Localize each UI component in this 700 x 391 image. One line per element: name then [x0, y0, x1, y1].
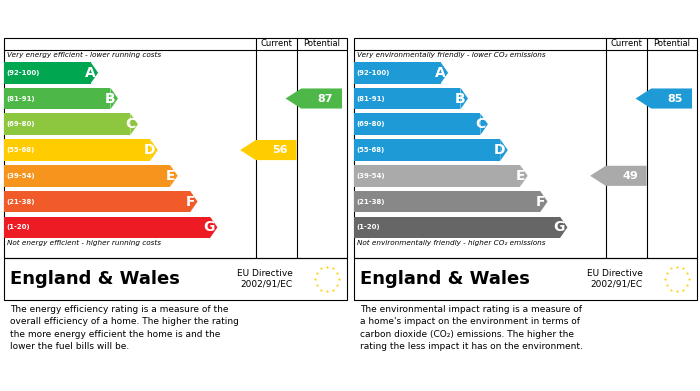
Polygon shape: [440, 62, 448, 84]
Bar: [4, 62, 90, 84]
Polygon shape: [286, 88, 342, 109]
Text: A: A: [435, 66, 445, 80]
Text: (1-20): (1-20): [6, 224, 29, 230]
Polygon shape: [90, 62, 98, 84]
Bar: [354, 113, 480, 135]
Text: Current: Current: [260, 39, 292, 48]
Text: Not environmentally friendly - higher CO₂ emissions: Not environmentally friendly - higher CO…: [357, 240, 545, 246]
Bar: [354, 217, 560, 238]
Polygon shape: [590, 166, 647, 186]
Text: EU Directive
2002/91/EC: EU Directive 2002/91/EC: [237, 269, 293, 289]
Text: Energy Efficiency Rating: Energy Efficiency Rating: [8, 14, 192, 27]
Text: Potential: Potential: [303, 39, 340, 48]
Text: E: E: [515, 169, 525, 183]
Text: (92-100): (92-100): [6, 70, 39, 76]
Text: (81-91): (81-91): [356, 95, 384, 102]
Bar: [354, 62, 440, 84]
Text: 85: 85: [668, 93, 683, 104]
Text: A: A: [85, 66, 95, 80]
Polygon shape: [130, 113, 138, 135]
Text: The energy efficiency rating is a measure of the
overall efficiency of a home. T: The energy efficiency rating is a measur…: [10, 305, 239, 351]
Polygon shape: [500, 139, 508, 161]
Bar: [354, 88, 461, 109]
Bar: [354, 191, 540, 212]
Polygon shape: [560, 217, 568, 238]
Text: England & Wales: England & Wales: [10, 270, 180, 288]
Bar: [4, 217, 210, 238]
Text: (55-68): (55-68): [6, 147, 34, 153]
Text: D: D: [494, 143, 505, 157]
Polygon shape: [636, 88, 692, 109]
Text: B: B: [454, 91, 466, 106]
Text: Current: Current: [610, 39, 642, 48]
Text: C: C: [125, 117, 135, 131]
Text: F: F: [186, 195, 195, 208]
Text: Very environmentally friendly - lower CO₂ emissions: Very environmentally friendly - lower CO…: [357, 52, 545, 58]
Polygon shape: [190, 191, 197, 212]
Text: (92-100): (92-100): [356, 70, 389, 76]
Text: F: F: [536, 195, 545, 208]
Text: E: E: [165, 169, 175, 183]
Text: (69-80): (69-80): [356, 121, 384, 127]
Bar: [354, 165, 520, 187]
Text: (69-80): (69-80): [6, 121, 34, 127]
Polygon shape: [520, 165, 528, 187]
Text: Very energy efficient - lower running costs: Very energy efficient - lower running co…: [7, 52, 161, 58]
Bar: [4, 113, 130, 135]
Polygon shape: [170, 165, 178, 187]
Text: (39-54): (39-54): [6, 173, 34, 179]
Text: 87: 87: [318, 93, 333, 104]
Polygon shape: [240, 140, 297, 160]
Text: (1-20): (1-20): [356, 224, 379, 230]
Text: D: D: [144, 143, 155, 157]
Polygon shape: [540, 191, 547, 212]
Text: (39-54): (39-54): [356, 173, 384, 179]
Bar: [354, 139, 500, 161]
Text: (21-38): (21-38): [356, 199, 384, 204]
Text: Potential: Potential: [653, 39, 690, 48]
Polygon shape: [210, 217, 218, 238]
Text: (55-68): (55-68): [356, 147, 384, 153]
Polygon shape: [461, 88, 468, 109]
Text: Not energy efficient - higher running costs: Not energy efficient - higher running co…: [7, 240, 161, 246]
Text: (81-91): (81-91): [6, 95, 34, 102]
Polygon shape: [480, 113, 488, 135]
Bar: [4, 165, 170, 187]
Text: (21-38): (21-38): [6, 199, 34, 204]
Bar: [4, 139, 150, 161]
Bar: [4, 88, 111, 109]
Text: 56: 56: [272, 145, 288, 155]
Polygon shape: [150, 139, 158, 161]
Text: 49: 49: [622, 171, 638, 181]
Text: England & Wales: England & Wales: [360, 270, 530, 288]
Text: C: C: [475, 117, 485, 131]
Polygon shape: [111, 88, 118, 109]
Text: G: G: [553, 221, 565, 234]
Text: EU Directive
2002/91/EC: EU Directive 2002/91/EC: [587, 269, 643, 289]
Text: The environmental impact rating is a measure of
a home's impact on the environme: The environmental impact rating is a mea…: [360, 305, 583, 351]
Text: G: G: [203, 221, 215, 234]
Text: Environmental Impact (CO₂) Rating: Environmental Impact (CO₂) Rating: [358, 14, 621, 27]
Bar: [4, 191, 190, 212]
Text: B: B: [104, 91, 116, 106]
